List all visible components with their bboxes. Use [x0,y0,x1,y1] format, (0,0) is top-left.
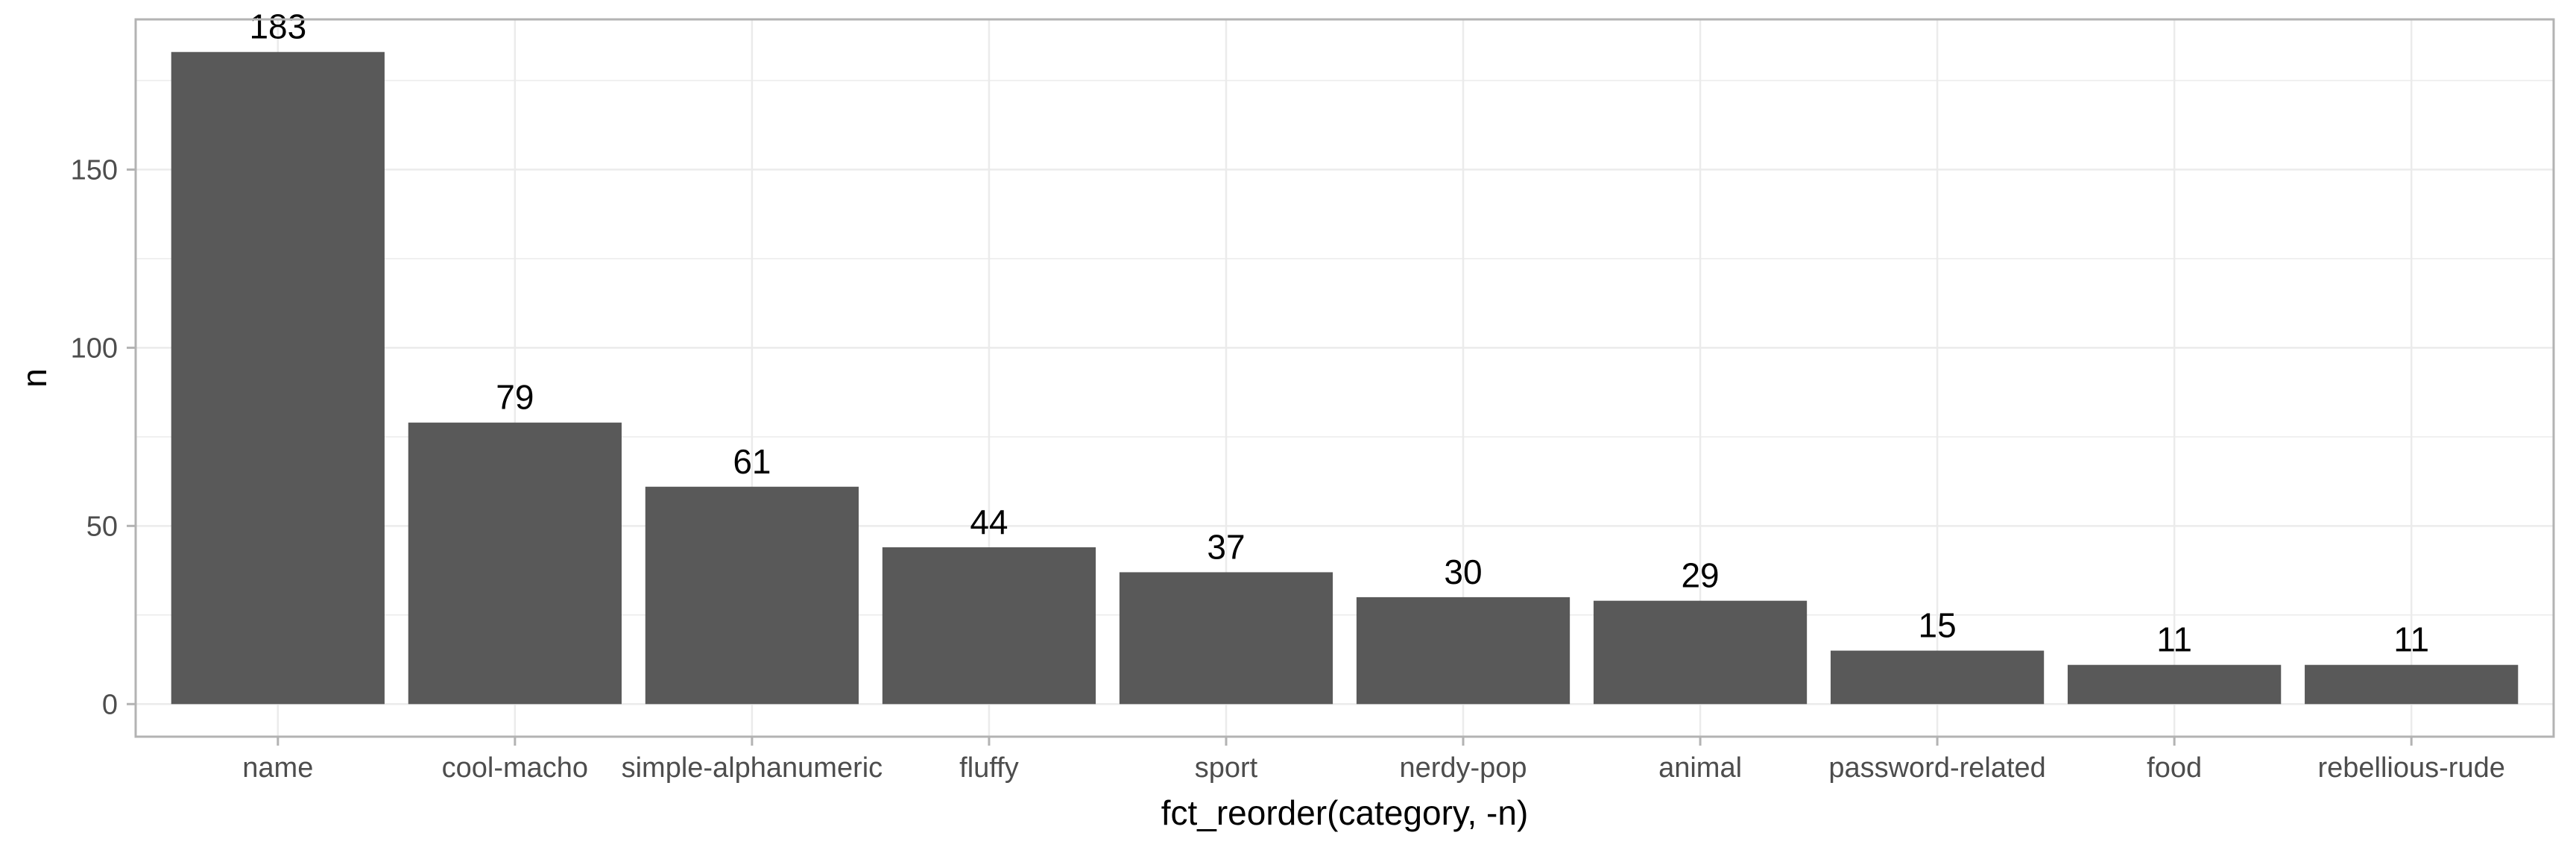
bar [1119,572,1333,705]
x-axis: name cool-macho simple-alphanumeric fluffy s… [242,737,2505,784]
bar-value-label: 79 [496,378,534,417]
bar [2068,664,2282,705]
bar [171,51,385,705]
bar [2305,664,2519,705]
bar [645,486,859,705]
y-tick-label: 150 [71,154,118,186]
bar [1593,600,1808,705]
bar-value-label: 37 [1207,527,1245,566]
bar-value-label: 29 [1681,556,1719,595]
bars [171,51,2519,705]
x-tick-label: nerdy-pop [1399,752,1527,784]
panel-border [134,18,2555,738]
x-tick-label: food [2147,752,2202,784]
x-tick-label: rebellious-rude [2317,752,2504,784]
x-tick-label: sport [1195,752,1258,784]
y-tick-label: 100 [71,333,118,364]
bar [1356,597,1570,705]
x-tick-label: cool-macho [442,752,588,784]
y-axis-title: n [15,368,54,388]
bar [408,422,622,705]
x-tick-label: simple-alphanumeric [622,752,883,784]
y-axis: 0 50 100 150 [71,154,136,720]
bar [1830,650,2045,705]
x-axis-title: fct_reorder(category, -n) [1161,793,1529,832]
bar-value-label: 44 [970,503,1008,541]
x-tick-label: fluffy [959,752,1019,784]
y-tick-label: 50 [86,511,118,542]
x-tick-label: password-related [1828,752,2045,784]
x-tick-label: animal [1658,752,1742,784]
bar-value-label: 183 [249,7,306,46]
bar-value-labels: 183 79 61 44 37 30 29 15 11 11 [249,7,2429,659]
bar-value-label: 15 [1919,606,1957,645]
bar-value-label: 30 [1444,553,1482,591]
y-tick-label: 0 [102,689,118,720]
bar-value-label: 11 [2393,620,2429,659]
bar [882,547,1096,705]
bar-value-label: 61 [733,442,771,481]
x-tick-label: name [242,752,313,784]
bar-value-label: 11 [2156,620,2192,659]
